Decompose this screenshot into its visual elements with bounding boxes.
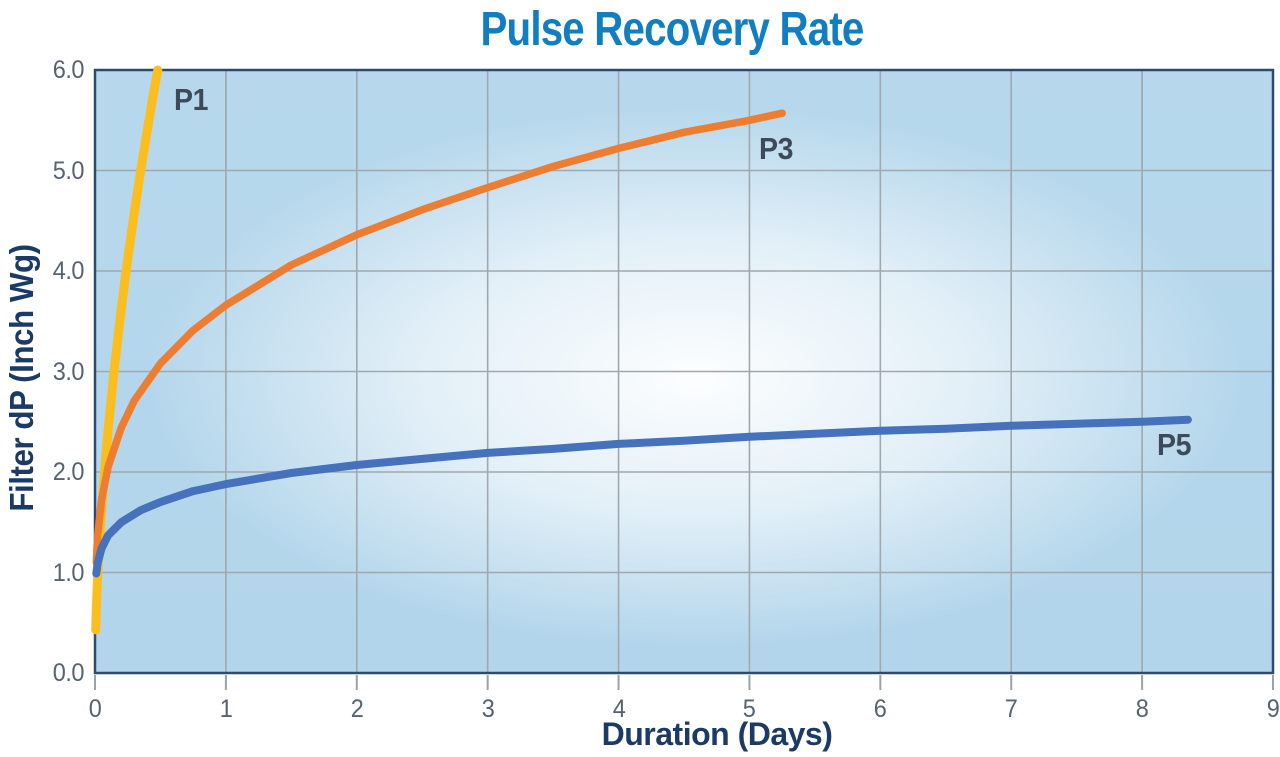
x-tick-label-7: 7 [1004, 695, 1018, 723]
y-tick-label-5.0: 5.0 [52, 156, 85, 185]
y-tick-label-4.0: 4.0 [52, 257, 85, 285]
x-tick-label-0: 0 [88, 695, 102, 723]
x-tick-label-4: 4 [612, 695, 625, 723]
y-tick-label-1.0: 1.0 [52, 558, 85, 587]
x-tick-label-8: 8 [1135, 695, 1149, 723]
y-tick-label-3.0: 3.0 [52, 357, 85, 386]
plot-area [95, 70, 1273, 673]
series-label-p3: P3 [759, 131, 793, 166]
x-tick-label-6: 6 [874, 695, 887, 723]
x-tick-label-3: 3 [481, 695, 494, 723]
chart-title: Pulse Recovery Rate [480, 3, 865, 56]
y-tick-label-0.0: 0.0 [52, 659, 85, 687]
x-tick-label-1: 1 [219, 695, 233, 723]
x-tick-label-2: 2 [350, 695, 364, 723]
y-tick-label-2.0: 2.0 [52, 458, 85, 486]
x-tick-label-9: 9 [1266, 695, 1280, 723]
series-label-p5: P5 [1157, 427, 1191, 462]
x-tick-label-5: 5 [743, 695, 756, 723]
y-tick-label-6.0: 6.0 [52, 56, 85, 84]
x-axis-title: Duration (Days) [601, 716, 833, 752]
series-label-p1: P1 [174, 82, 208, 117]
